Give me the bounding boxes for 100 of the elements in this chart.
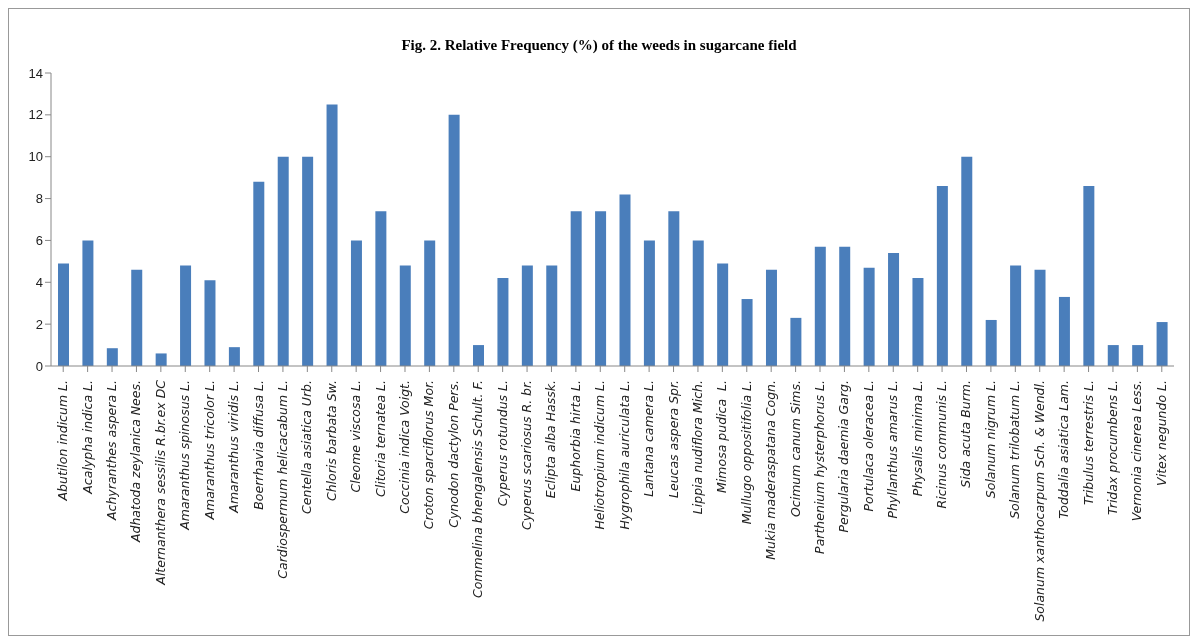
x-tick-label: Euphorbia hirta L. xyxy=(567,380,583,492)
bar xyxy=(106,348,118,366)
bar xyxy=(180,265,192,366)
bar xyxy=(814,246,826,366)
x-tick-label: Cyperus rotundus L. xyxy=(494,380,510,507)
x-tick-label: Mukia maderaspatana Cogn. xyxy=(763,380,779,560)
x-tick-label: Amaranthus spinosus L. xyxy=(177,380,193,531)
bar xyxy=(643,240,655,366)
bar xyxy=(839,246,851,366)
bar xyxy=(326,104,338,366)
bar xyxy=(570,211,582,366)
x-tick-label: Cardiospermum helicacabum L. xyxy=(274,380,290,579)
x-tick-label: Ocimum canum Sims. xyxy=(787,380,803,518)
x-tick-label: Amaranthus viridis L. xyxy=(226,380,242,514)
bar xyxy=(961,156,973,366)
x-tick-label: Adhatoda zeylanica Nees. xyxy=(128,380,144,544)
x-tick-label: Centella asiatica Urb. xyxy=(299,380,315,514)
x-tick-label: Acalypha indica L. xyxy=(79,380,95,495)
x-tick-label: Sida acuta Burm. xyxy=(958,380,974,488)
x-tick-label: Cynodon dactylon Pers. xyxy=(445,380,461,528)
bar xyxy=(82,240,94,366)
x-tick-label: Coccinia indica Voigt. xyxy=(396,380,412,514)
x-tick-label: Chloris barbata Sw. xyxy=(323,380,339,502)
x-tick-label: Cyperus scariosus R. br. xyxy=(519,380,535,531)
bar xyxy=(58,263,69,366)
bar xyxy=(155,353,167,366)
x-tick-label: Amaranthus tricolor L. xyxy=(201,380,217,521)
x-tick-label: Heliotropium indicum L. xyxy=(592,380,608,530)
bar xyxy=(717,263,729,366)
bar xyxy=(936,186,948,366)
y-tick-label: 2 xyxy=(35,316,43,332)
x-tick-label: Cleome viscosa L. xyxy=(348,380,364,493)
bar xyxy=(204,280,216,366)
bar xyxy=(350,240,362,366)
bar xyxy=(668,211,680,366)
x-tick-label: Solanum nigrum L. xyxy=(982,380,998,499)
x-tick-label: Alternanthera sessilis R.br.ex DC xyxy=(152,379,168,586)
x-tick-label: Mimosa pudica L. xyxy=(714,380,730,493)
x-tick-label: Clitoria ternatea L. xyxy=(372,380,388,497)
bar xyxy=(277,156,289,366)
x-tick-label: Phyllanthus amarus L. xyxy=(885,380,901,519)
x-tick-label: Parthenium hysterphorus L. xyxy=(812,380,828,554)
x-tick-label: Achyranthes aspera L. xyxy=(104,380,120,521)
bar xyxy=(692,240,704,366)
bar xyxy=(619,194,631,366)
y-tick-label: 6 xyxy=(35,233,43,249)
bar xyxy=(375,211,387,366)
bar xyxy=(1107,345,1119,366)
y-tick-label: 14 xyxy=(28,65,43,81)
bar xyxy=(1083,186,1095,366)
x-tick-label: Pergularia daemia Garg. xyxy=(836,380,852,533)
x-tick-label: Tridax procumbens L. xyxy=(1104,380,1120,515)
x-tick-label: Vitex negundo L. xyxy=(1153,380,1169,486)
bar xyxy=(424,240,436,366)
x-tick-label: Abutilon indicum L. xyxy=(55,380,71,502)
x-tick-label: Commelina bhengalensis Schult. F. xyxy=(470,380,486,599)
bar xyxy=(1156,322,1168,366)
x-tick-label: Ricinus communis L. xyxy=(934,380,950,509)
bar xyxy=(131,269,143,366)
bar xyxy=(521,265,533,366)
bar xyxy=(1010,265,1022,366)
bar xyxy=(888,252,900,366)
x-tick-label: Leucas aspera Spr. xyxy=(665,380,681,498)
bar xyxy=(790,317,802,366)
bar xyxy=(302,156,314,366)
bar xyxy=(1058,296,1070,366)
x-tick-label: Mullugo oppositifolia L. xyxy=(738,380,754,525)
bar xyxy=(473,345,485,366)
bar xyxy=(399,265,411,366)
x-tick-label: Hygrophila auriculata L. xyxy=(616,380,632,530)
y-tick-label: 4 xyxy=(35,274,43,290)
bar xyxy=(985,319,997,366)
bar xyxy=(448,114,460,366)
x-tick-label: Portulaca oleracea L. xyxy=(860,380,876,512)
x-tick-label: Solanum xanthocarpum Sch. & Wendl. xyxy=(1031,380,1047,622)
bar xyxy=(863,267,875,366)
bar xyxy=(595,211,607,366)
x-tick-label: Tribulus terrestris L. xyxy=(1080,380,1096,506)
y-tick-label: 12 xyxy=(28,107,43,123)
bar xyxy=(741,299,753,366)
bar xyxy=(228,347,240,366)
bar xyxy=(497,278,509,366)
x-tick-label: Croton sparciflorus Mor. xyxy=(421,380,437,530)
bar xyxy=(912,278,924,366)
bar xyxy=(765,269,777,366)
x-tick-label: Eclipta alba Hassk. xyxy=(543,380,559,499)
y-tick-label: 8 xyxy=(35,191,43,207)
x-tick-label: Lippia nudiflora Mich. xyxy=(689,380,705,515)
x-tick-label: Toddalia asiatica Lam. xyxy=(1056,380,1072,519)
x-tick-label: Boerrhavia diffusa L. xyxy=(250,380,266,510)
bar xyxy=(1132,345,1144,366)
x-tick-label: Lantana camera L. xyxy=(641,380,657,497)
y-tick-label: 0 xyxy=(35,358,43,374)
x-tick-label: Solanum trilobatum L. xyxy=(1007,380,1023,519)
x-tick-label: Vernonia cinerea Less. xyxy=(1129,380,1145,522)
y-tick-label: 10 xyxy=(28,149,43,165)
bar xyxy=(1034,269,1046,366)
bar xyxy=(253,181,265,366)
x-tick-label: Physalis minima L. xyxy=(909,380,925,497)
chart-title: Fig. 2. Relative Frequency (%) of the weeds in sugarcane field xyxy=(400,36,798,55)
